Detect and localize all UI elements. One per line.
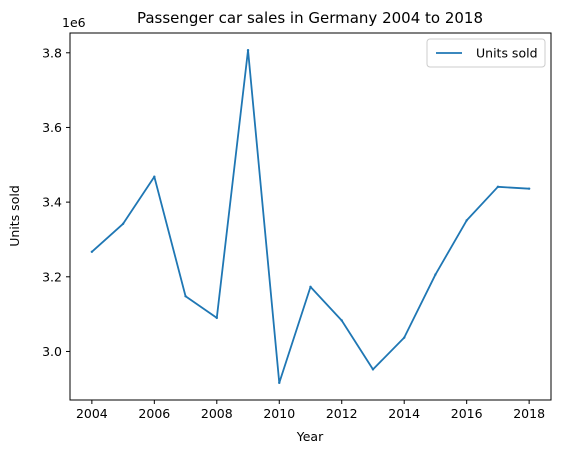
series-layer: [90, 48, 531, 385]
legend-box: [426, 38, 546, 68]
y-tick-label: 3.8: [42, 45, 62, 60]
plot-area: [69, 32, 552, 401]
y-tick-label: 3.6: [42, 120, 62, 135]
data-point: [496, 185, 500, 189]
data-point: [371, 368, 375, 371]
data-point: [527, 187, 531, 190]
data-point: [278, 381, 281, 385]
y-tick-label: 3.4: [42, 195, 62, 210]
data-point: [434, 273, 437, 276]
y-tick-label: 3.2: [42, 269, 62, 284]
x-tick-label: 2010: [263, 406, 295, 421]
x-tick-label: 2016: [451, 406, 483, 421]
x-axis-label: Year: [296, 429, 324, 444]
data-point: [309, 285, 312, 289]
data-point: [403, 336, 406, 339]
x-tick-label: 2008: [201, 406, 233, 421]
x-axis: 2004 2006 2008 2010 2012 2014 2016 2018: [76, 400, 545, 421]
data-point: [465, 219, 468, 222]
x-tick-label: 2014: [388, 406, 420, 421]
x-tick-label: 2018: [513, 406, 545, 421]
y-axis: 3.0 3.2 3.4 3.6 3.8: [42, 45, 70, 359]
x-tick-label: 2012: [326, 406, 358, 421]
legend-label: Units sold: [476, 46, 538, 61]
data-point: [90, 250, 94, 253]
data-point: [121, 222, 125, 225]
data-point: [184, 295, 187, 298]
y-axis-label: Units sold: [7, 185, 22, 247]
data-point: [215, 316, 218, 320]
legend: Units sold: [426, 38, 546, 68]
y-tick-label: 3.0: [42, 344, 62, 359]
chart-title: Passenger car sales in Germany 2004 to 2…: [137, 9, 483, 27]
x-tick-label: 2004: [76, 406, 108, 421]
y-offset-label: 1e6: [62, 15, 86, 30]
data-point: [153, 175, 156, 178]
data-point: [246, 48, 250, 52]
x-tick-label: 2006: [138, 406, 170, 421]
data-point: [340, 319, 343, 322]
